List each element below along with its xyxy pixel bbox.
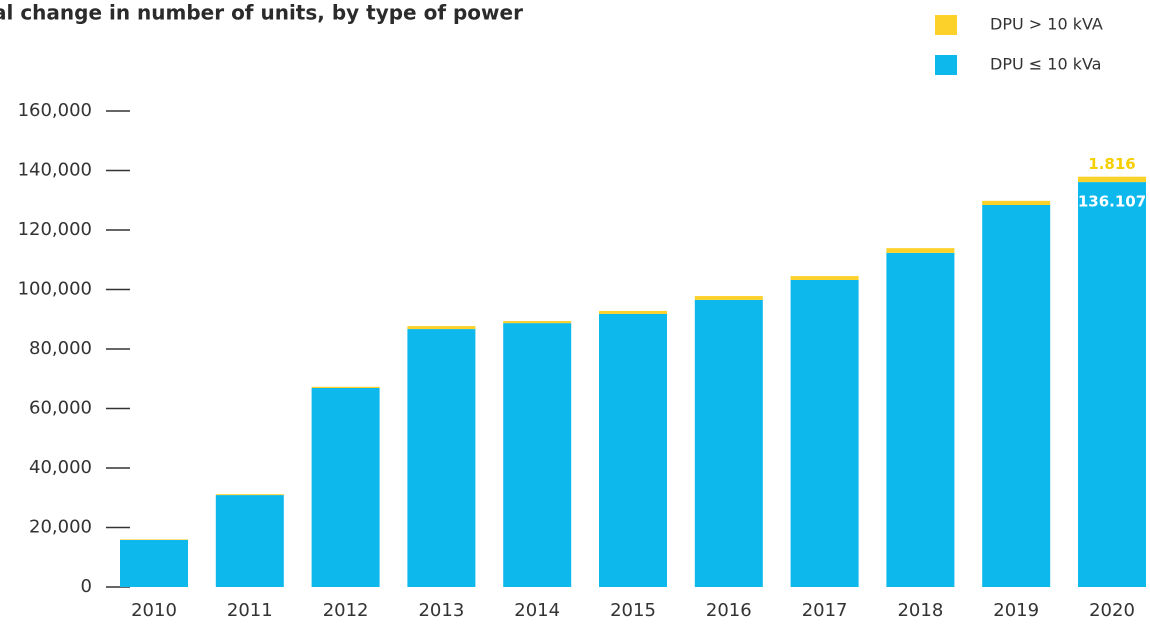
y-tick-label: 40,000 [29,457,92,478]
y-tick-label: 100,000 [18,279,92,300]
bar-segment [503,323,572,587]
data-label: 1.816 [1088,155,1135,173]
bar-segment [311,386,380,388]
x-tick-label: 2011 [227,600,273,621]
y-tick-label: 0 [81,576,92,597]
y-tick-label: 80,000 [29,338,92,359]
y-tick-label: 160,000 [18,100,92,121]
bar-segment [694,299,763,587]
legend-label: DPU ≤ 10 kVa [990,55,1101,74]
legend-swatch [935,55,957,75]
bar-segment [503,321,572,324]
bar-segment [407,329,476,587]
x-tick-label: 2017 [802,600,848,621]
bar-segment [790,279,859,587]
bar-segment [886,252,955,587]
bar-segment [215,494,284,496]
bar-segment [1078,182,1146,588]
y-tick-label: 120,000 [18,219,92,240]
bar-segment [311,387,380,587]
bar-segment [120,539,188,540]
y-tick-label: 60,000 [29,398,92,419]
bar-segment [1078,176,1146,183]
bar-segment [215,495,284,587]
x-tick-label: 2012 [323,600,369,621]
x-tick-label: 2014 [514,600,560,621]
x-tick-label: 2016 [706,600,752,621]
legend-swatch [935,15,957,35]
bar-segment [120,539,188,587]
chart-title: al change in number of units, by type of… [0,1,523,25]
legend-label: DPU > 10 kVA [990,15,1103,34]
bar-segment [886,248,955,253]
y-tick-label: 20,000 [29,517,92,538]
x-tick-label: 2018 [897,600,943,621]
bar-segment [599,313,667,587]
x-tick-label: 2019 [993,600,1039,621]
bar-segment [982,200,1051,206]
x-tick-label: 2013 [418,600,464,621]
x-tick-label: 2020 [1089,600,1135,621]
x-tick-label: 2015 [610,600,656,621]
bar-segment [599,310,667,314]
bar-segment [982,205,1051,587]
x-tick-label: 2010 [131,600,177,621]
bar-segment [407,326,476,330]
bar-segment [790,276,859,280]
data-label: 136.107 [1078,193,1146,211]
bar-segment [694,296,763,300]
y-tick-label: 140,000 [18,160,92,181]
